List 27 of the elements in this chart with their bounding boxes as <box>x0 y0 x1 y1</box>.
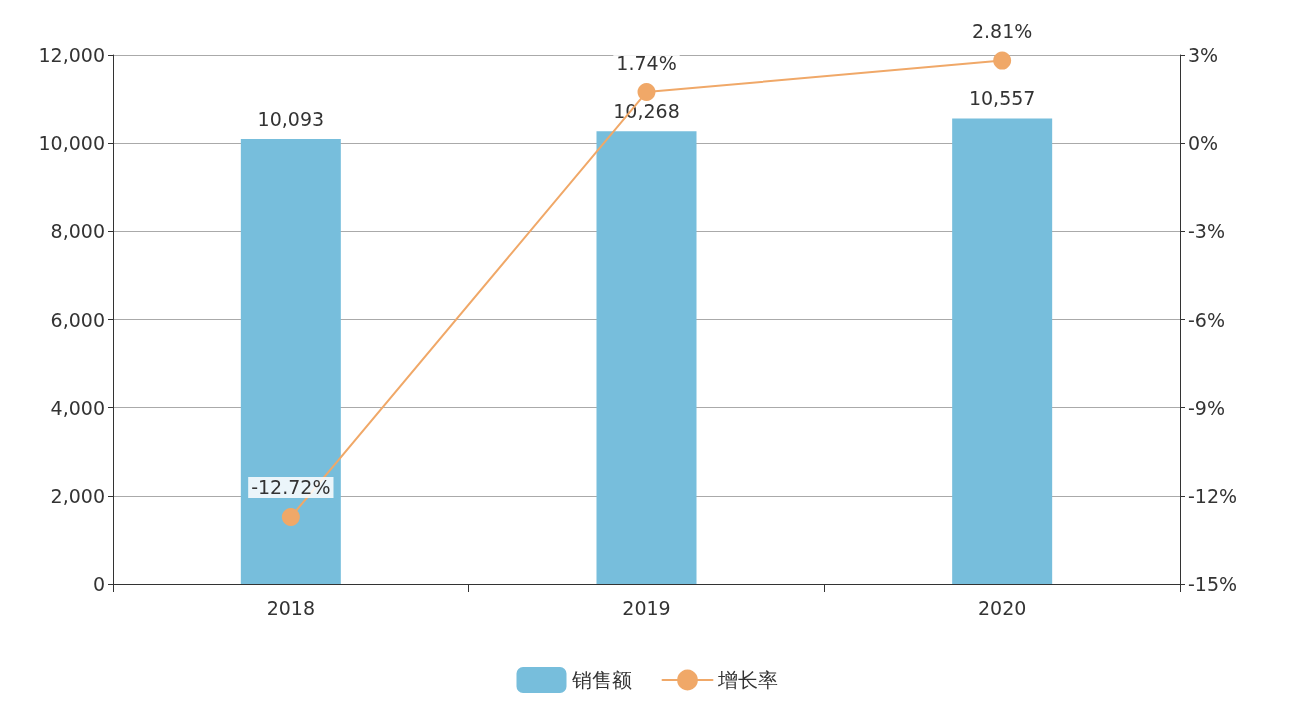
x-tick-label: 2020 <box>977 596 1027 619</box>
y2-tick-label: -3% <box>1188 220 1225 243</box>
y2-tick-label: -15% <box>1188 573 1238 595</box>
y2-tick-label: 3% <box>1188 44 1219 66</box>
data-label: 2.81% <box>971 20 1033 43</box>
data-label: 1.74% <box>616 51 677 74</box>
y-tick-label: 0 <box>92 573 105 595</box>
point <box>281 508 300 526</box>
data-label: 10,557 <box>968 87 1036 110</box>
data-label: -12.72% <box>251 476 331 499</box>
y-tick-label: 8,000 <box>50 220 105 243</box>
y-tick-label: 4,000 <box>50 396 105 419</box>
y2-tick-label: -9% <box>1188 396 1225 419</box>
y2-tick-label: -6% <box>1188 308 1225 331</box>
y-tick-label: 10,000 <box>38 132 105 155</box>
y-tick-label: 2,000 <box>50 484 105 507</box>
y2-tick-label: -12% <box>1188 484 1238 507</box>
y2-tick-label: 0% <box>1188 132 1219 155</box>
legend-label: 增长率 <box>716 668 778 692</box>
y-tick-label: 12,000 <box>38 44 105 66</box>
point <box>993 51 1012 70</box>
point <box>637 83 656 102</box>
x-tick-label: 2018 <box>266 596 316 619</box>
x-tick-label: 2019 <box>622 596 671 619</box>
legend-label: 销售额 <box>570 668 632 692</box>
y-tick-label: 6,000 <box>50 308 105 331</box>
data-label: 10,093 <box>257 107 325 130</box>
